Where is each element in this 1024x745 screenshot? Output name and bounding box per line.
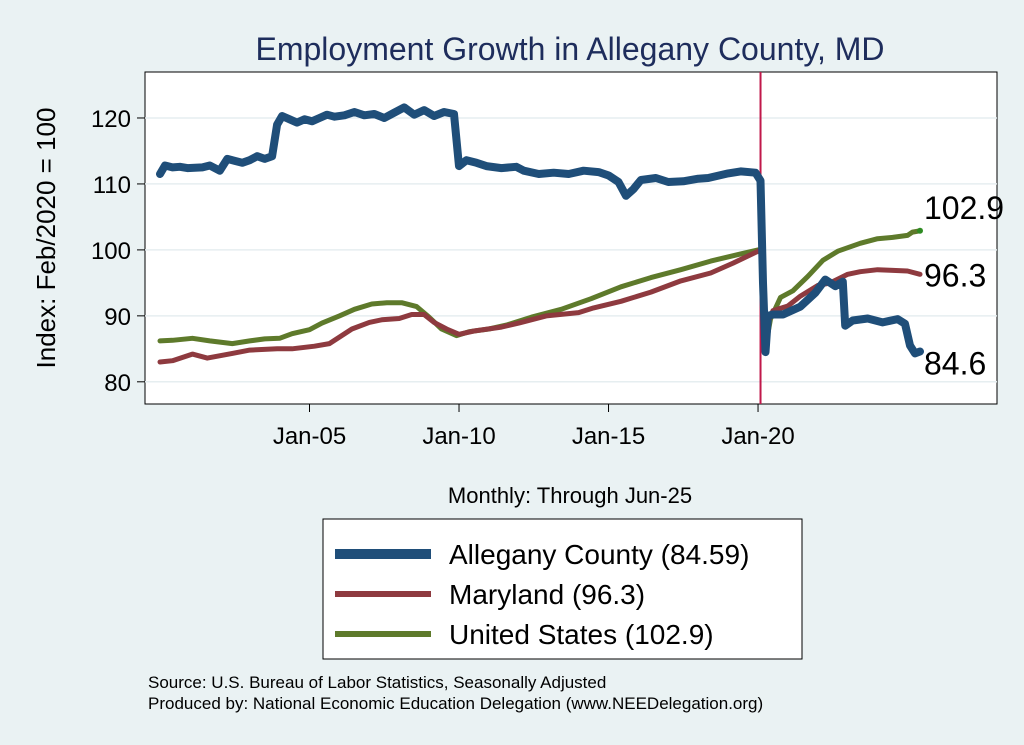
- x-tick-label: Jan-15: [572, 423, 645, 450]
- x-tick-label: Jan-20: [721, 423, 794, 450]
- legend: Allegany County (84.59) Maryland (96.3) Un…: [322, 518, 803, 660]
- y-tick-label: 120: [91, 106, 131, 133]
- chart-title: Employment Growth in Allegany County, MD: [256, 31, 885, 67]
- y-tick-label: 80: [104, 370, 131, 397]
- end-label: 84.6: [924, 345, 986, 381]
- x-tick-label: Jan-05: [273, 423, 346, 450]
- legend-label: United States (102.9): [449, 619, 714, 650]
- x-tick-label: Jan-10: [422, 423, 495, 450]
- y-tick-label: 110: [93, 172, 131, 199]
- x-axis: Jan-05 Jan-10 Jan-15 Jan-20: [273, 404, 795, 450]
- end-marker: [917, 227, 923, 234]
- y-tick-label: 90: [104, 304, 131, 331]
- y-tick-label: 100: [91, 238, 131, 265]
- producer-note: Produced by: National Economic Education…: [148, 694, 763, 713]
- series-line-maryland: [157, 247, 923, 365]
- plot-area: [144, 71, 998, 405]
- source-note: Source: U.S. Bureau of Labor Statistics,…: [148, 673, 606, 692]
- y-axis-label: Index: Feb/2020 = 100: [31, 108, 61, 369]
- series-lines: [156, 103, 924, 365]
- end-label: 102.9: [924, 190, 1004, 226]
- legend-label: Maryland (96.3): [449, 579, 645, 610]
- series-line-united-states: [157, 228, 923, 350]
- legend-label: Allegany County (84.59): [449, 539, 749, 570]
- x-axis-label: Monthly: Through Jun-25: [448, 483, 692, 508]
- end-label: 96.3: [924, 257, 986, 293]
- y-axis: 80 90 100 110 120: [91, 106, 145, 397]
- series-line-allegany-county: [156, 103, 924, 358]
- end-labels: 102.9 96.3 84.6: [924, 190, 1004, 382]
